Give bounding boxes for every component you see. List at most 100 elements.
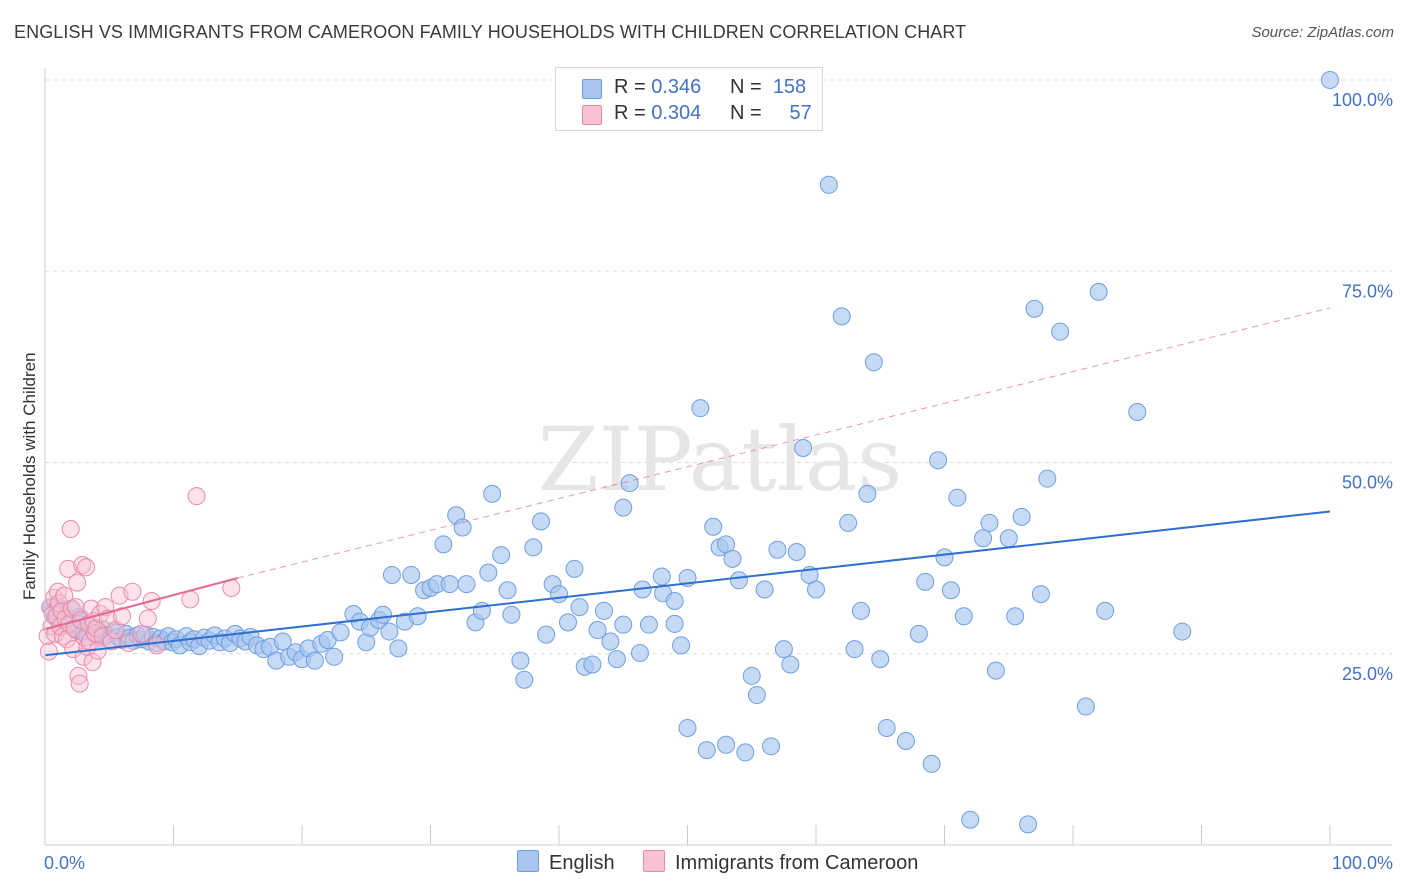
cameroon-point [39,642,58,661]
english-point [762,737,781,756]
legend-label-english: English [549,852,615,874]
english-point [382,565,401,584]
chart-source: Source: ZipAtlas.com [1251,24,1394,41]
english-point [980,513,999,532]
english-point [922,754,941,773]
y-tick-label: 50.0% [1342,473,1393,493]
cameroon-point [61,520,80,539]
english-point [273,632,292,651]
english-point [665,591,684,610]
y-tick-label: 75.0% [1342,281,1393,301]
english-point [999,529,1018,548]
trend-layer [44,307,1331,657]
n-value-english: 158 [772,76,807,98]
english-point [954,607,973,626]
english-point [755,580,774,599]
english-point [691,399,710,418]
cameroon-trend-extension [237,307,1331,579]
english-legend-swatch [517,850,539,872]
english-point [594,601,613,620]
english-point [909,624,928,643]
english-point [402,565,421,584]
english-point [380,622,399,641]
english-point [537,625,556,644]
legend-item-english[interactable]: English [517,850,615,878]
english-point [916,572,935,591]
cameroon-point [87,619,106,638]
cameroon-point [69,666,88,685]
english-point [1019,815,1038,834]
english-point [550,585,568,604]
cameroon-point [181,590,200,609]
english-point [498,581,517,600]
english-point [845,640,864,659]
cameroon-swatch [582,105,602,125]
english-point [717,735,736,754]
english-point [620,474,639,493]
english-point [768,540,787,559]
english-point [723,549,742,568]
english-point [492,546,511,565]
english-point [583,655,602,674]
axis-layer: 25.0% 50.0% 75.0% 100.0% 0.0% 100.0% [44,68,1393,873]
english-point [729,571,748,590]
r-label: R = [614,102,652,124]
english-point [742,666,761,685]
english-point [678,718,697,737]
english-point [1089,282,1108,301]
y-tick-label: 25.0% [1342,664,1393,684]
watermark: ZIPatlas [538,408,903,511]
english-point [929,451,948,470]
english-point [1038,469,1057,488]
r-label: R = [614,76,652,98]
english-point [665,614,684,633]
english-point [331,623,350,642]
english-point [630,643,649,662]
cameroon-point [57,630,76,649]
english-point [408,607,427,626]
english-point [515,670,534,689]
english-point [672,636,691,655]
english-point [558,613,577,632]
english-point [1173,622,1192,641]
cameroon-point [77,558,96,577]
english-point [941,581,960,600]
cameroon-point [59,559,78,578]
english-point [389,639,408,658]
english-point [1006,607,1025,626]
english-point [373,605,392,624]
y-axis-label: Family Households with Children [20,352,39,600]
english-point [935,548,954,567]
n-label: N = [730,102,768,124]
chart-title: ENGLISH VS IMMIGRANTS FROM CAMEROON FAMI… [14,22,967,42]
english-point [483,484,502,503]
english-point [1076,697,1095,716]
english-point [524,538,543,557]
cameroon-point [68,573,87,592]
english-point [781,655,800,674]
n-label: N = [730,76,768,98]
english-point [588,621,607,640]
legend-label-cameroon: Immigrants from Cameroon [675,852,919,874]
cameroon-point [83,653,102,672]
cameroon-trend-line [44,577,239,631]
english-point [325,647,344,666]
english-point [479,563,498,582]
r-value-cameroon: 0.304 [651,102,702,124]
english-point [457,575,476,594]
english-point [614,615,633,634]
english-point [1031,585,1050,604]
english-point [871,650,890,669]
english-point [601,632,620,651]
english-point [948,488,967,507]
cameroon-legend-swatch [643,850,665,872]
english-point [704,517,723,536]
english-point [532,512,551,531]
legend-item-cameroon[interactable]: Immigrants from Cameroon [643,850,918,878]
cameroon-point [138,609,157,628]
english-point [851,601,870,620]
english-point [1096,601,1115,620]
english-point [864,353,883,372]
english-swatch [582,79,602,99]
english-point [434,535,453,554]
